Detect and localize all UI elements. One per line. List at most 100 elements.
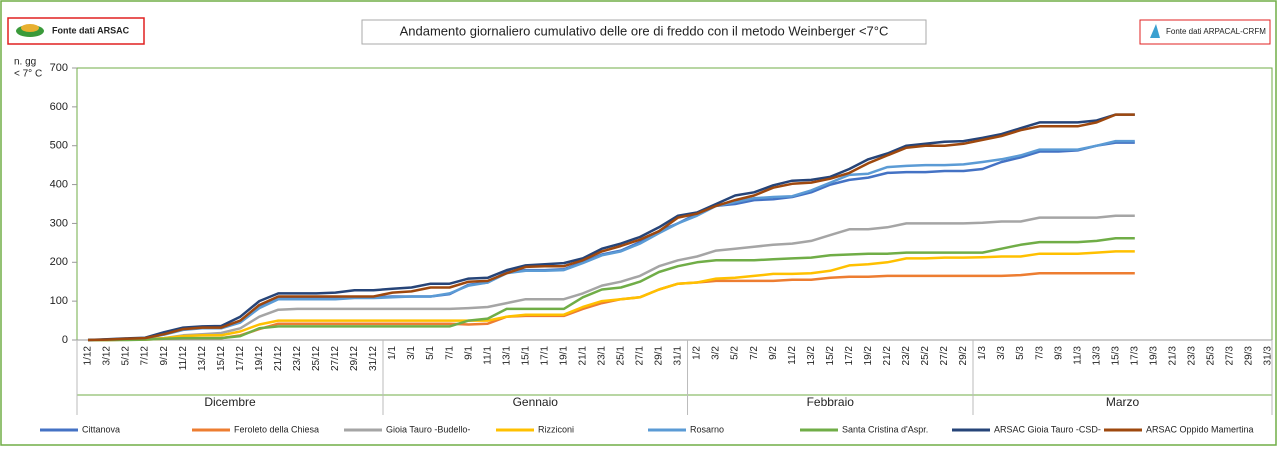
x-tick-label: 3/12 — [102, 346, 113, 366]
legend-label: Feroleto della Chiesa — [234, 424, 319, 434]
x-tick-label: 9/12 — [159, 346, 170, 366]
month-label: Febbraio — [807, 395, 855, 409]
series-line — [88, 214, 1135, 342]
x-tick-label: 13/3 — [1091, 346, 1102, 366]
x-tick-label: 19/3 — [1148, 346, 1159, 366]
x-tick-label: 17/3 — [1129, 346, 1140, 366]
legend-label: Santa Cristina d'Aspr. — [842, 424, 928, 434]
x-tick-label: 19/2 — [863, 346, 874, 366]
x-tick-label: 31/3 — [1263, 346, 1274, 366]
plot-frame — [76, 67, 1273, 396]
x-tick-label: 7/3 — [1034, 346, 1045, 360]
x-tick-label: 27/3 — [1225, 346, 1236, 366]
x-tick-label: 25/1 — [616, 346, 627, 366]
x-tick-label: 11/3 — [1072, 346, 1083, 365]
y-axis-label: n. gg — [14, 57, 36, 68]
legend-label: Rosarno — [690, 424, 724, 434]
x-tick-label: 5/3 — [1015, 346, 1026, 360]
x-tick-label: 7/1 — [444, 346, 455, 360]
x-tick-label: 19/1 — [558, 346, 569, 366]
x-tick-label: 3/2 — [711, 346, 722, 360]
x-tick-label: 23/12 — [292, 346, 303, 371]
x-tick-label: 1/3 — [977, 346, 988, 360]
x-tick-label: 1/12 — [83, 346, 94, 366]
y-tick-label: 600 — [50, 101, 68, 113]
x-tick-label: 1/1 — [387, 346, 398, 360]
x-tick-label: 29/12 — [349, 346, 360, 371]
x-tick-label: 5/1 — [425, 346, 436, 360]
logo-text: Fonte dati ARPACAL-CRFM — [1166, 27, 1266, 36]
x-tick-label: 21/3 — [1167, 346, 1178, 366]
x-tick-label: 3/1 — [406, 346, 417, 360]
x-tick-label: 11/12 — [178, 346, 189, 371]
x-tick-label: 23/3 — [1187, 346, 1198, 366]
y-axis-label: < 7° C — [14, 69, 42, 80]
x-tick-label: 25/2 — [920, 346, 931, 366]
x-tick-label: 25/12 — [311, 346, 322, 371]
x-tick-label: 21/12 — [273, 346, 284, 371]
series-line — [87, 139, 1135, 342]
series-line — [88, 236, 1135, 342]
y-tick-label: 0 — [62, 334, 68, 346]
x-tick-label: 5/2 — [730, 346, 741, 360]
month-label: Gennaio — [513, 395, 559, 409]
x-tick-label: 5/12 — [121, 346, 132, 366]
x-tick-label: 29/3 — [1244, 346, 1255, 366]
x-tick-label: 9/2 — [768, 346, 779, 360]
x-tick-label: 7/2 — [749, 346, 760, 360]
y-tick-label: 500 — [50, 140, 68, 152]
x-tick-label: 13/1 — [501, 346, 512, 366]
legend-label: Rizziconi — [538, 424, 574, 434]
x-tick-label: 15/1 — [520, 346, 531, 366]
x-tick-label: 1/2 — [692, 346, 703, 360]
x-tick-label: 15/12 — [216, 346, 227, 371]
x-tick-label: 3/3 — [996, 346, 1007, 360]
chart-title: Andamento giornaliero cumulativo delle o… — [400, 23, 889, 38]
x-tick-label: 31/1 — [673, 346, 684, 366]
x-tick-label: 11/1 — [482, 346, 493, 365]
x-tick-label: 9/3 — [1053, 346, 1064, 360]
y-tick-label: 200 — [50, 256, 68, 268]
series-line — [88, 250, 1135, 342]
x-tick-label: 29/1 — [654, 346, 665, 366]
x-tick-label: 21/1 — [577, 346, 588, 366]
legend-label: ARSAC Gioia Tauro -CSD- — [994, 424, 1101, 434]
x-tick-label: 29/2 — [958, 346, 969, 366]
x-tick-label: 15/2 — [825, 346, 836, 366]
x-tick-label: 13/12 — [197, 346, 208, 371]
title-box — [361, 19, 927, 45]
x-tick-label: 13/2 — [806, 346, 817, 366]
logo-box — [1139, 19, 1271, 45]
x-tick-label: 17/1 — [539, 346, 550, 366]
x-tick-label: 23/1 — [597, 346, 608, 366]
logo-icon — [1150, 24, 1160, 38]
x-tick-label: 19/12 — [254, 346, 265, 371]
x-tick-label: 31/12 — [368, 346, 379, 371]
x-tick-label: 27/1 — [635, 346, 646, 366]
logo-icon — [21, 24, 39, 32]
x-tick-label: 7/12 — [140, 346, 151, 366]
x-tick-label: 9/1 — [463, 346, 474, 360]
legend-label: ARSAC Oppido Mamertina — [1146, 424, 1254, 434]
x-tick-label: 11/2 — [787, 346, 798, 365]
series-line — [87, 113, 1135, 342]
x-tick-label: 25/3 — [1206, 346, 1217, 366]
x-tick-label: 17/2 — [844, 346, 855, 366]
x-tick-label: 17/12 — [235, 346, 246, 371]
y-tick-label: 700 — [50, 62, 68, 74]
y-tick-label: 100 — [50, 295, 68, 307]
x-tick-label: 15/3 — [1110, 346, 1121, 366]
series-line — [87, 113, 1135, 342]
x-tick-label: 21/2 — [882, 346, 893, 366]
x-tick-label: 27/12 — [330, 346, 341, 371]
month-label: Dicembre — [204, 395, 256, 409]
x-tick-label: 23/2 — [901, 346, 912, 366]
y-tick-label: 400 — [50, 178, 68, 190]
legend-label: Cittanova — [82, 424, 120, 434]
legend-label: Gioia Tauro -Budello- — [386, 424, 470, 434]
month-label: Marzo — [1106, 395, 1140, 409]
y-tick-label: 300 — [50, 217, 68, 229]
logo-text: Fonte dati ARSAC — [52, 25, 130, 35]
